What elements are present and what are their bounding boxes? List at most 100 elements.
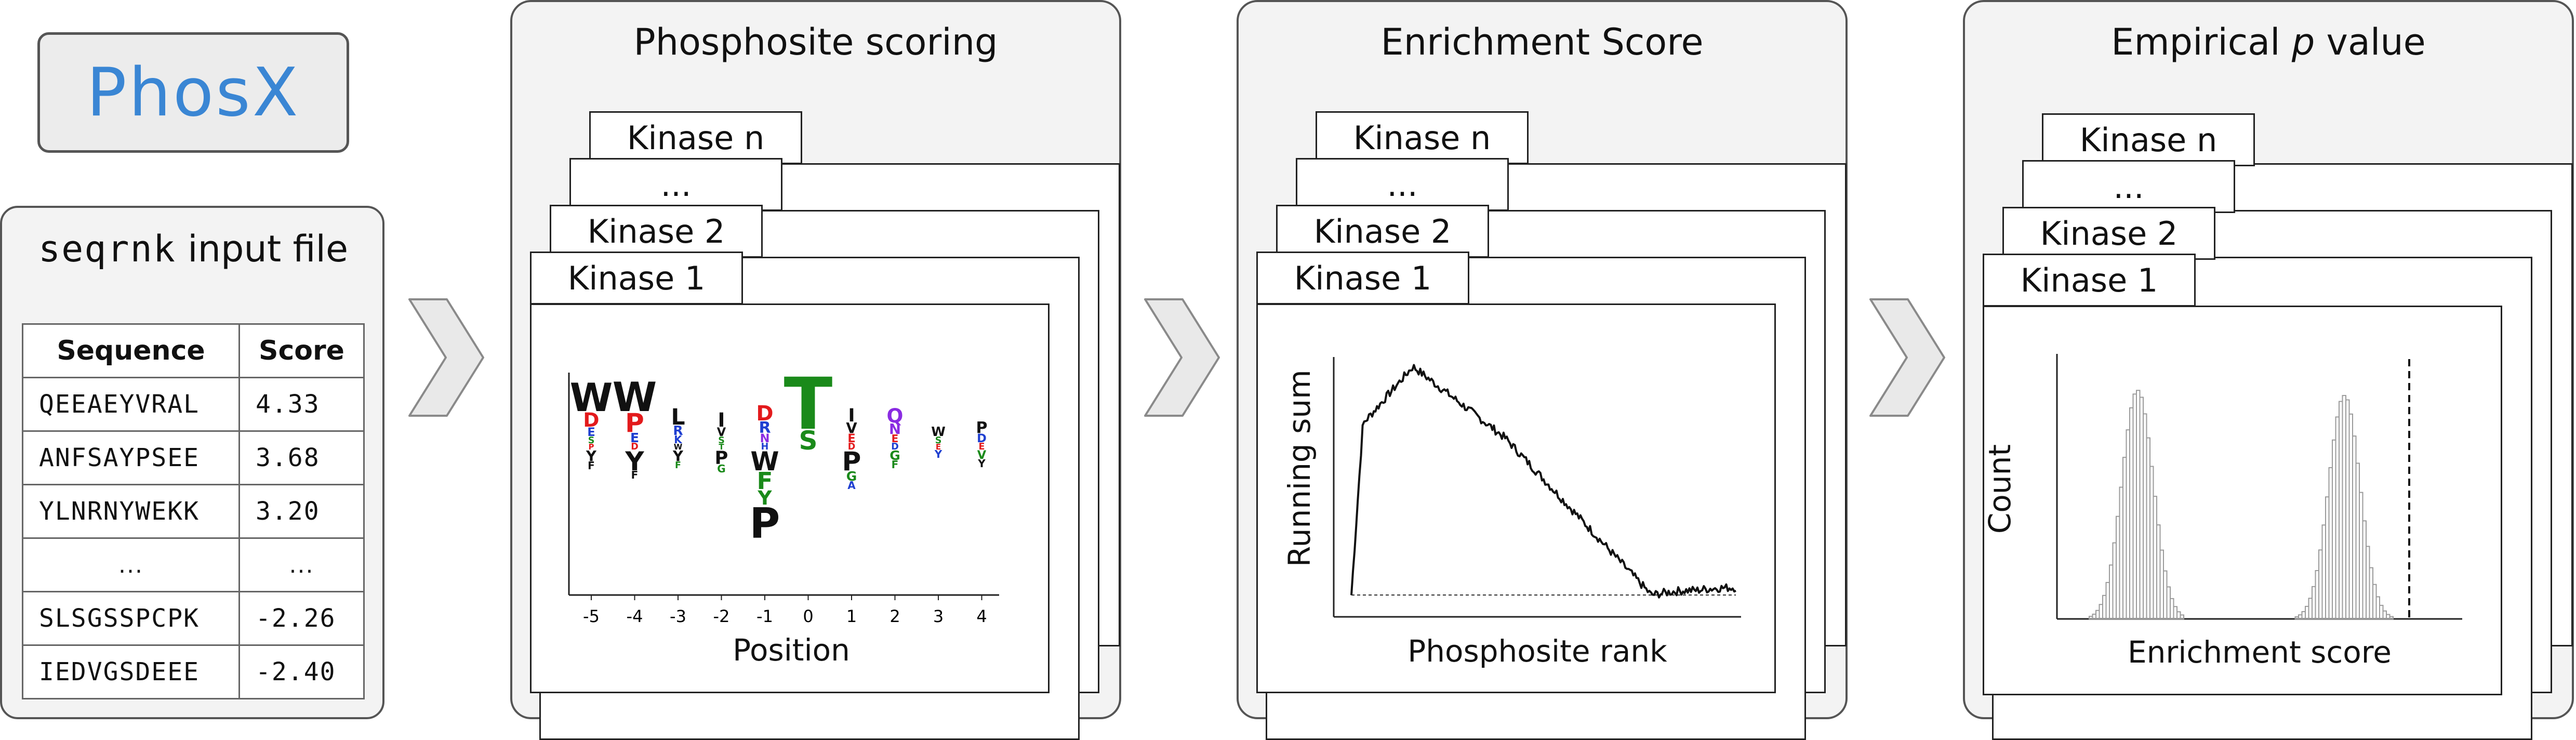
tab-kinase-n-label: Kinase n xyxy=(2079,121,2218,159)
logo-letter: Y xyxy=(586,448,597,465)
input-file-label: input file xyxy=(188,228,349,270)
tab-ellipsis-label: ... xyxy=(1387,165,1418,204)
tab-kinase-n[interactable]: Kinase n xyxy=(2042,113,2255,166)
chevron-right-icon xyxy=(408,298,484,417)
logo-letter: T xyxy=(719,442,724,452)
score-cell: -2.40 xyxy=(238,644,365,699)
logo-letter: E xyxy=(936,442,941,452)
tab-kinase-1-label: Kinase 1 xyxy=(2020,261,2158,299)
tab-kinase-2[interactable]: Kinase 2 xyxy=(550,205,763,258)
tab-kinase-2[interactable]: Kinase 2 xyxy=(1276,205,1489,258)
chevron-right-icon xyxy=(1144,298,1220,417)
table-row: ANFSAYPSEE 3.68 xyxy=(22,430,365,485)
logo-letter: Y xyxy=(672,448,684,465)
sequence-logo-stacks: PSEDWYFDEPWYFWKRLYFTSVIPGHNRDWFYPSTDEVIP… xyxy=(570,363,988,548)
panel-title-suffix: value xyxy=(2315,21,2426,63)
logo-letter: W xyxy=(931,424,946,439)
y-axis-label: Count xyxy=(1982,444,2017,534)
logo-letter: F xyxy=(892,458,899,471)
tab-kinase-ellipsis[interactable]: ... xyxy=(2022,160,2235,213)
logo-letter: P xyxy=(976,419,988,437)
logo-letter: Y xyxy=(757,486,772,509)
histogram-bars xyxy=(2089,390,2394,620)
logo-letter: L xyxy=(671,405,685,430)
sequence-cell: SLSGSSPCPK xyxy=(22,591,240,646)
x-tick-label: 2 xyxy=(889,606,900,626)
score-cell: 3.68 xyxy=(238,430,365,485)
logo-letter: P xyxy=(842,446,861,477)
sequence-cell: YLNRNYWEKK xyxy=(22,484,240,539)
tab-kinase-2-label: Kinase 2 xyxy=(1313,212,1452,250)
column-header-score: Score xyxy=(238,323,365,378)
logo-letter: Y xyxy=(625,446,644,477)
logo-letter: D xyxy=(631,442,639,452)
tab-kinase-1[interactable]: Kinase 1 xyxy=(1256,252,1469,305)
tab-kinase-ellipsis[interactable]: ... xyxy=(569,158,782,211)
y-axis-label: Running sum xyxy=(1282,369,1317,567)
tab-kinase-n-label: Kinase n xyxy=(627,118,765,157)
score-cell: -2.26 xyxy=(238,591,365,646)
phosx-logo: PhosX xyxy=(37,32,349,153)
tab-kinase-n[interactable]: Kinase n xyxy=(1316,111,1529,164)
sequence-logo-plot: -5 -4 -3 -2 -1 0 1 2 3 4 PSEDWYFDEPWYFWKRLYFTSVIP… xyxy=(568,363,999,626)
logo-letter: P xyxy=(750,499,780,548)
table-row: ...... xyxy=(22,537,365,592)
score-cell: 3.20 xyxy=(238,484,365,539)
tab-kinase-2-label: Kinase 2 xyxy=(2040,214,2178,253)
tab-ellipsis-label: ... xyxy=(2113,167,2144,206)
panel-title: Enrichment Score xyxy=(1380,21,1704,63)
x-tick-label: -2 xyxy=(713,606,730,626)
input-table: Sequence Score QEEAEYVRAL 4.33 ANFSAYPSEE… xyxy=(22,323,365,699)
chevron-right-icon xyxy=(1869,298,1945,417)
logo-letter: I xyxy=(718,408,725,431)
table-row: QEEAEYVRAL 4.33 xyxy=(22,377,365,432)
panel-title-prefix: Empirical xyxy=(2111,21,2292,63)
logo-letter: D xyxy=(583,408,599,431)
logo-letter: Y xyxy=(977,457,986,470)
input-file-title: seqrnk input file xyxy=(38,228,348,270)
running-sum-plot xyxy=(1333,357,1741,618)
logo-letter: I xyxy=(848,405,855,426)
logo-letter: D xyxy=(977,432,987,445)
panel-title: Empirical p value xyxy=(1965,21,2572,63)
logo-letter: N xyxy=(760,432,770,445)
x-tick-label: -3 xyxy=(670,606,686,626)
tab-kinase-n-label: Kinase n xyxy=(1353,118,1491,157)
logo-text: PhosX xyxy=(86,54,300,131)
logo-letter: W xyxy=(750,446,779,477)
logo-letter: F xyxy=(588,459,595,472)
column-header-sequence: Sequence xyxy=(22,323,240,378)
logo-letter: A xyxy=(847,479,856,492)
tab-ellipsis-label: ... xyxy=(660,165,692,204)
logo-letter: N xyxy=(889,421,901,438)
table-row: YLNRNYWEKK 3.20 xyxy=(22,484,365,539)
tab-kinase-2[interactable]: Kinase 2 xyxy=(2002,207,2215,260)
running-sum-curve xyxy=(1350,364,1736,599)
logo-letter: E xyxy=(847,432,855,445)
logo-letter: F xyxy=(757,467,773,495)
x-axis-ticks: -5 -4 -3 -2 -1 0 1 2 3 4 xyxy=(583,595,987,626)
logo-letter: P xyxy=(715,448,728,469)
tab-kinase-n[interactable]: Kinase n xyxy=(589,111,802,164)
tab-kinase-1[interactable]: Kinase 1 xyxy=(1983,254,2196,307)
score-cell: 4.33 xyxy=(238,377,365,432)
logo-letter: S xyxy=(935,435,942,446)
logo-letter: S xyxy=(718,435,725,446)
x-tick-label: 3 xyxy=(933,606,944,626)
tab-kinase-1[interactable]: Kinase 1 xyxy=(530,252,743,305)
tab-kinase-ellipsis[interactable]: ... xyxy=(1296,158,1509,211)
logo-letter: T xyxy=(784,363,833,446)
logo-letter: V xyxy=(977,448,987,462)
x-tick-label: -4 xyxy=(627,606,643,626)
logo-letter: R xyxy=(759,419,771,437)
score-cell: ... xyxy=(238,537,365,592)
logo-letter: R xyxy=(673,423,683,438)
logo-letter: G xyxy=(889,448,900,463)
sequence-cell: IEDVGSDEEE xyxy=(22,644,240,699)
logo-letter: K xyxy=(674,433,683,446)
enrichment-score-panel: Enrichment Score Kinase n ... Kinase 2 K… xyxy=(1237,0,1848,740)
logo-letter: V xyxy=(717,426,726,439)
logo-letter: E xyxy=(587,426,595,439)
logo-letter: W xyxy=(613,374,657,421)
input-file-panel: seqrnk input file Sequence Score QEEAEYV… xyxy=(0,206,384,719)
